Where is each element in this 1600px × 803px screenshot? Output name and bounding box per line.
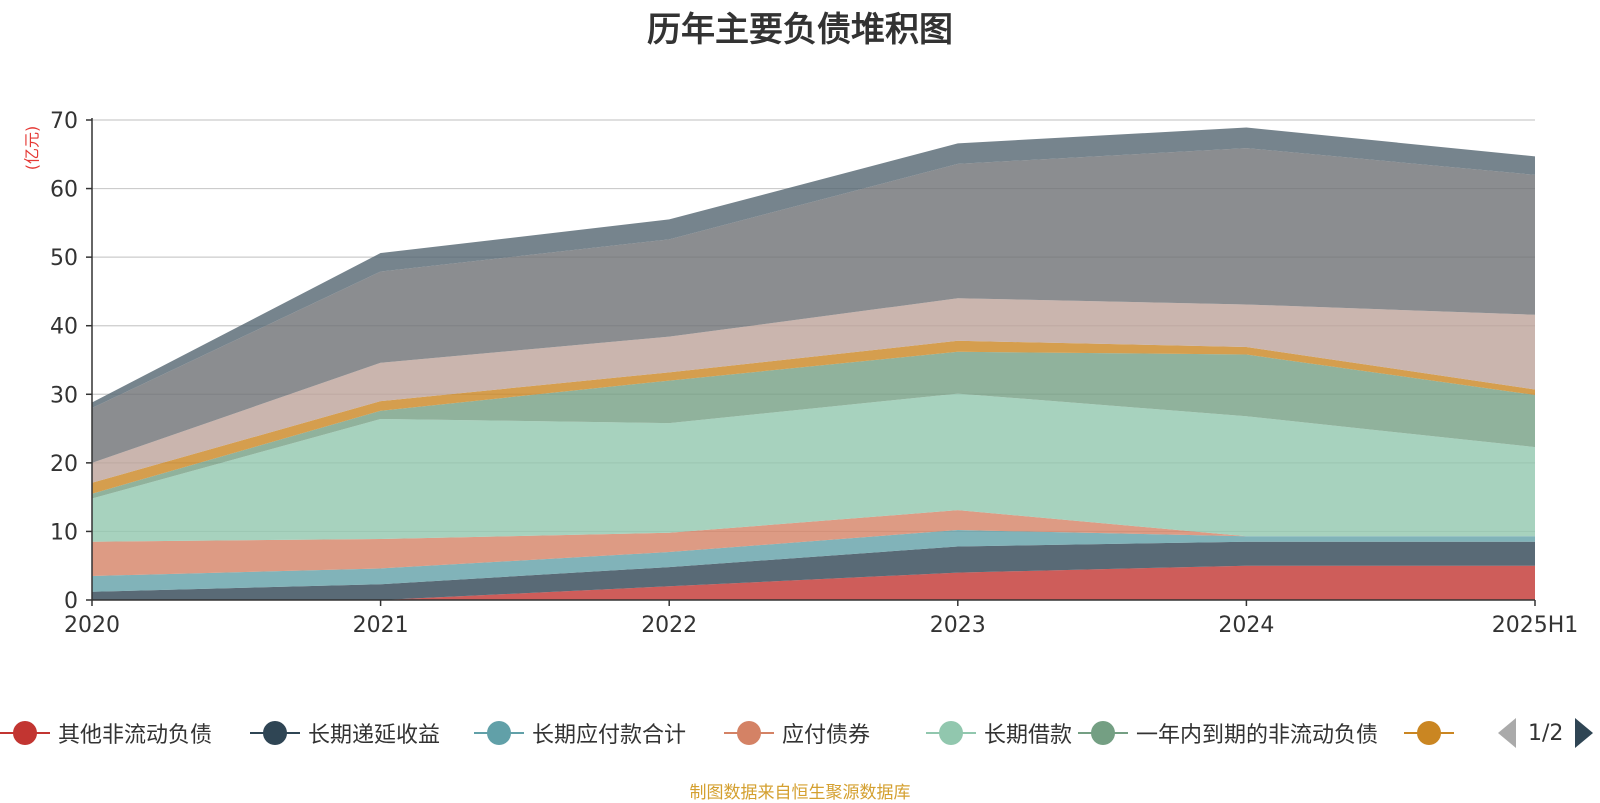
legend-marker-icon [926,721,976,745]
y-tick-label: 0 [64,589,78,614]
legend-item-label: 其他非流动负债 [58,723,213,748]
area-series-4 [92,393,1535,542]
area-series-3 [92,510,1535,576]
legend-item[interactable] [1404,713,1462,753]
legend-item[interactable]: 应付债券 [724,713,870,753]
y-tick-label: 20 [50,452,78,477]
y-tick-label: 10 [50,520,78,545]
legend-marker-icon [1404,721,1454,745]
area-series-0 [92,565,1535,600]
legend-item-label: 长期应付款合计 [532,723,687,748]
data-source-note: 制图数据来自恒生聚源数据库 [689,783,911,803]
x-tick-label: 2020 [64,613,120,638]
x-tick-label: 2021 [353,613,409,638]
legend-item[interactable]: 长期应付款合计 [474,713,686,753]
legend-marker-icon [0,721,50,745]
legend-marker-icon [474,721,524,745]
y-tick-label: 30 [50,383,78,408]
y-tick-label: 40 [50,315,78,340]
legend-item-label: 长期递延收益 [308,723,441,748]
legend-marker-icon [724,721,774,745]
x-tick-label: 2025H1 [1492,613,1579,638]
legend-item-label: 一年内到期的非流动负债 [1136,723,1379,748]
y-tick-label: 50 [50,246,78,271]
legend-item[interactable]: 长期递延收益 [250,713,440,753]
legend-item[interactable]: 其他非流动负债 [0,713,212,753]
legend-marker-icon [250,721,300,745]
legend-item[interactable]: 一年内到期的非流动负债 [1078,713,1378,753]
stacked-area-chart: 0 10 20 30 40 50 60 70 2020 2021 2022 2023 2024 2025H… [50,109,1579,638]
legend-prev-page-icon[interactable] [1498,718,1516,748]
chart-legend: 其他非流动负债 长期递延收益 长期应付款合计 应付债券 长期借款 一年内到期的非流动负债 [0,713,1600,753]
legend-pager: 1/2 [1498,713,1594,753]
y-tick-label: 60 [50,178,78,203]
legend-item-label: 长期借款 [984,723,1073,748]
legend-item-label: 应付债券 [782,723,871,748]
area-series-8 [92,148,1535,463]
area-series-5 [92,351,1535,499]
legend-page-indicator: 1/2 [1528,720,1564,746]
area-series-7 [92,298,1535,483]
x-tick-label: 2023 [930,613,986,638]
y-tick-label: 70 [50,109,78,134]
legend-next-page-icon[interactable] [1575,718,1594,748]
x-tick-label: 2024 [1218,613,1274,638]
area-series-2 [92,530,1535,592]
legend-marker-icon [1078,721,1128,745]
area-series-9 [92,127,1535,409]
area-series-1 [92,541,1535,600]
chart-title: 历年主要负债堆积图 [647,10,953,50]
legend-item[interactable]: 长期借款 [926,713,1072,753]
x-tick-label: 2022 [641,613,697,638]
